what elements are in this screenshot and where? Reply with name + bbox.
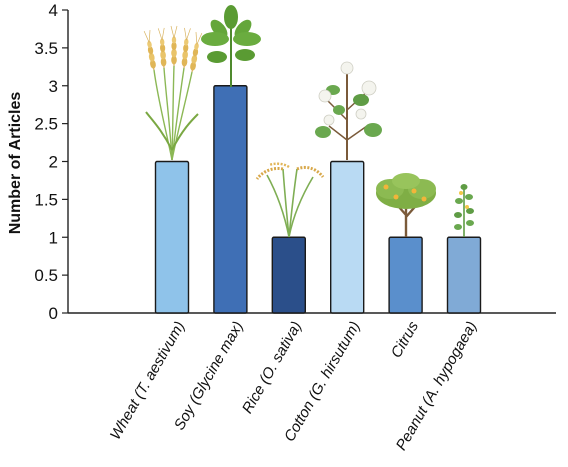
y-tick-label: 2.5 xyxy=(34,115,58,134)
citrus-tree-icon xyxy=(376,173,436,237)
y-tick-label: 3 xyxy=(49,77,58,96)
x-axis-labels: Wheat (T. aestivum)Soy (Glycine max)Rice… xyxy=(107,318,481,453)
bar-3 xyxy=(271,236,306,314)
soybean-plant-icon xyxy=(201,5,261,87)
peanut-plant-icon xyxy=(454,184,474,237)
x-category-label: Rice (O. sativa) xyxy=(239,319,305,417)
bar-2 xyxy=(213,85,248,314)
bar-4 xyxy=(330,160,365,314)
y-tick-label: 1 xyxy=(49,228,58,247)
wheat-plant-icon xyxy=(143,25,203,161)
y-tick-label: 1.5 xyxy=(34,190,58,209)
y-tick-label: 2 xyxy=(49,153,58,172)
y-axis-ticks: 0 0.5 1 1.5 2 2.5 3 3.5 4 xyxy=(34,1,68,323)
bars xyxy=(154,85,482,314)
bar-1 xyxy=(154,160,190,314)
x-category-label: Citrus xyxy=(388,318,423,361)
y-tick-label: 0 xyxy=(49,304,58,323)
cotton-plant-icon xyxy=(315,61,382,160)
y-tick-label: 4 xyxy=(49,1,58,20)
y-axis-title: Number of Articles xyxy=(7,92,24,235)
bar-5 xyxy=(388,236,423,314)
rice-plant-icon xyxy=(255,162,325,238)
bar-6 xyxy=(446,236,482,314)
y-tick-label: 3.5 xyxy=(34,39,58,58)
y-tick-label: 0.5 xyxy=(34,266,58,285)
